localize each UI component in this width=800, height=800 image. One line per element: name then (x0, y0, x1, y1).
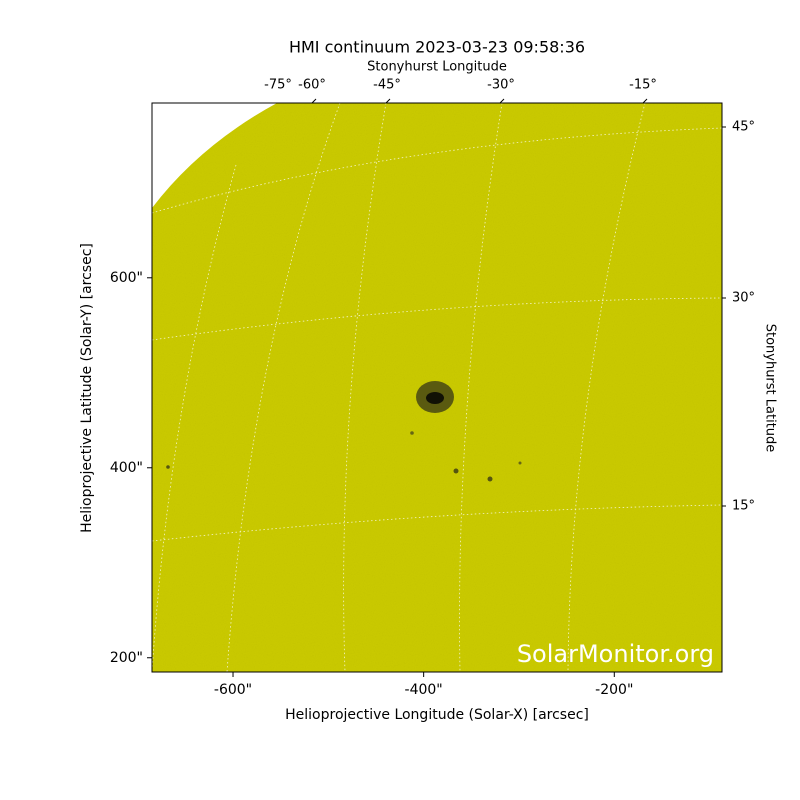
top-axis-label: Stonyhurst Longitude (367, 60, 507, 75)
top-tick-label: -75° (264, 78, 292, 93)
x-tick-label: -400" (405, 682, 443, 698)
watermark: SolarMonitor.org (517, 640, 714, 668)
top-tick-label: -15° (629, 78, 657, 93)
right-tick-label: 45° (732, 120, 755, 135)
top-tick (385, 98, 391, 104)
right-tick-label: 15° (732, 499, 755, 514)
stonyhurst-grid (152, 103, 722, 672)
y-tick-label: 600" (110, 270, 143, 286)
top-tick-label: -60° (298, 78, 326, 93)
right-axis-label: Stonyhurst Latitude (763, 324, 778, 453)
top-tick-label: -45° (373, 78, 401, 93)
y-tick-label: 200" (110, 650, 143, 666)
plot-frame (151, 102, 723, 673)
x-axis-label: Helioprojective Longitude (Solar-X) [arc… (285, 707, 589, 723)
x-tick-label: -200" (595, 682, 633, 698)
top-tick (311, 98, 317, 104)
top-tick-label: -30° (487, 78, 515, 93)
sunspot (166, 381, 522, 482)
x-tick-label: -600" (214, 682, 252, 698)
solar-image: SolarMonitor.org (152, 103, 722, 672)
y-tick-label: 400" (110, 460, 143, 476)
right-tick-label: 30° (732, 291, 755, 306)
sky-beyond-limb (152, 103, 277, 208)
top-tick (642, 98, 648, 104)
top-tick (499, 98, 505, 104)
y-axis-label: Helioprojective Latitude (Solar-Y) [arcs… (79, 243, 95, 533)
chart-title: HMI continuum 2023-03-23 09:58:36 (289, 38, 585, 57)
